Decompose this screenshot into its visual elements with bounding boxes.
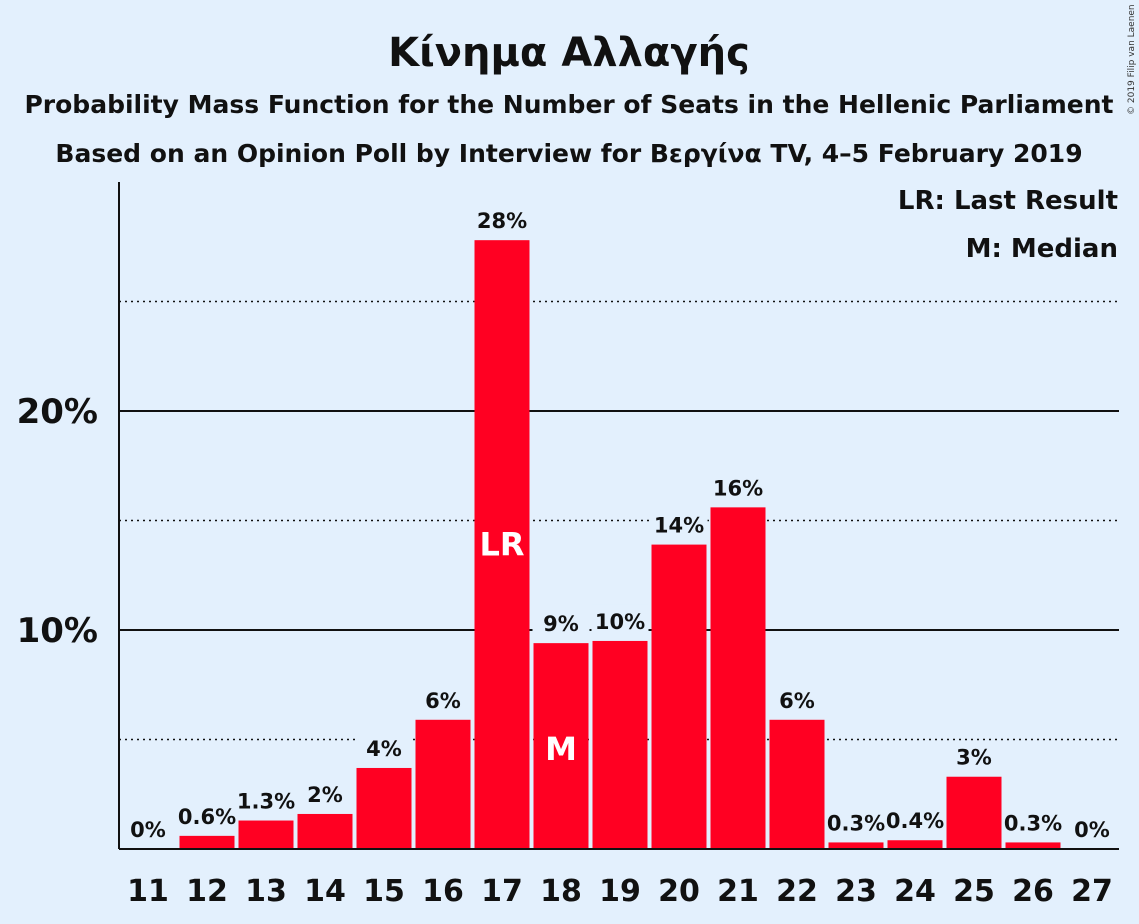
legend-median: M: Median [966, 234, 1118, 264]
x-tick-labels: 11 12 13 14 15 16 17 18 19 20 21 22 23 24 25 26 27 [127, 874, 1113, 909]
bar-15 [356, 767, 412, 849]
value-label: 0.4% [886, 809, 944, 833]
y-tick-labels: 10% 20% [17, 392, 98, 651]
x-tick-label: 16 [422, 874, 464, 909]
y-tick-label: 10% [17, 611, 98, 651]
bar-16 [415, 719, 471, 849]
bar-26 [1005, 842, 1061, 849]
bar-18 [533, 643, 589, 849]
x-tick-label: 22 [776, 874, 818, 909]
bar-13 [238, 820, 294, 849]
bar-21 [710, 507, 766, 849]
label-backdrop [650, 508, 708, 545]
x-tick-label: 12 [186, 874, 228, 909]
x-tick-label: 18 [540, 874, 582, 909]
label-backdrop [414, 683, 472, 720]
x-tick-label: 11 [127, 874, 169, 909]
value-label: 10% [595, 610, 645, 634]
chart-title: Κίνημα Αλλαγής [388, 30, 750, 76]
x-tick-label: 20 [658, 874, 700, 909]
bar-23 [828, 842, 884, 849]
copyright-notice: © 2019 Filip van Laenen [1127, 4, 1137, 115]
x-tick-label: 14 [304, 874, 346, 909]
value-label: 0.3% [827, 811, 885, 835]
label-backdrop [532, 607, 590, 644]
chart-subtitle-2: Based on an Opinion Poll by Interview fo… [55, 139, 1082, 168]
value-label: 6% [779, 689, 815, 713]
marker-m: M [545, 730, 577, 768]
bar-25 [946, 776, 1002, 849]
value-label: 16% [713, 476, 763, 500]
bar-24 [887, 840, 943, 849]
value-label: 0.3% [1004, 811, 1062, 835]
value-labels: 0%0.6%1.3% 2%4%6%28%9% 10%14%16%6%0.3% 0.4%… [130, 209, 1110, 842]
label-backdrop [886, 804, 944, 841]
label-backdrop [473, 204, 531, 241]
x-tick-label: 15 [363, 874, 405, 909]
x-tick-label: 21 [717, 874, 759, 909]
label-backdrop [296, 777, 354, 814]
x-tick-label: 26 [1012, 874, 1054, 909]
value-label: 28% [477, 209, 527, 233]
label-backdrop [709, 471, 767, 508]
x-tick-label: 23 [835, 874, 877, 909]
value-label: 0% [130, 818, 166, 842]
label-backdrop [355, 731, 413, 768]
value-label: 3% [956, 746, 992, 770]
label-backdrop [591, 604, 649, 641]
x-tick-label: 19 [599, 874, 641, 909]
label-backdrop [178, 799, 236, 836]
x-tick-label: 24 [894, 874, 936, 909]
x-tick-label: 17 [481, 874, 523, 909]
value-label: 9% [543, 612, 579, 636]
value-label: 0% [1074, 818, 1110, 842]
x-tick-label: 25 [953, 874, 995, 909]
label-backdrop [1004, 806, 1062, 843]
value-label: 2% [307, 783, 343, 807]
value-label: 4% [366, 737, 402, 761]
label-backdrop [945, 740, 1003, 777]
bars [178, 204, 1062, 849]
value-label: 6% [425, 689, 461, 713]
bar-14 [297, 813, 353, 849]
label-backdrop [827, 806, 885, 843]
bar-20 [651, 544, 707, 849]
marker-lr: LR [479, 526, 524, 564]
bar-22 [769, 719, 825, 849]
label-backdrop [768, 683, 826, 720]
bar-19 [592, 640, 648, 849]
x-tick-label: 13 [245, 874, 287, 909]
x-tick-label: 27 [1071, 874, 1113, 909]
chart-subtitle-1: Probability Mass Function for the Number… [24, 90, 1113, 119]
value-label: 14% [654, 514, 704, 538]
label-backdrop [237, 784, 295, 821]
value-label: 0.6% [178, 805, 236, 829]
legend-last-result: LR: Last Result [898, 186, 1118, 216]
y-tick-label: 20% [17, 392, 98, 432]
bar-17 [474, 240, 530, 849]
value-label: 1.3% [237, 790, 295, 814]
bar-12 [179, 835, 235, 849]
